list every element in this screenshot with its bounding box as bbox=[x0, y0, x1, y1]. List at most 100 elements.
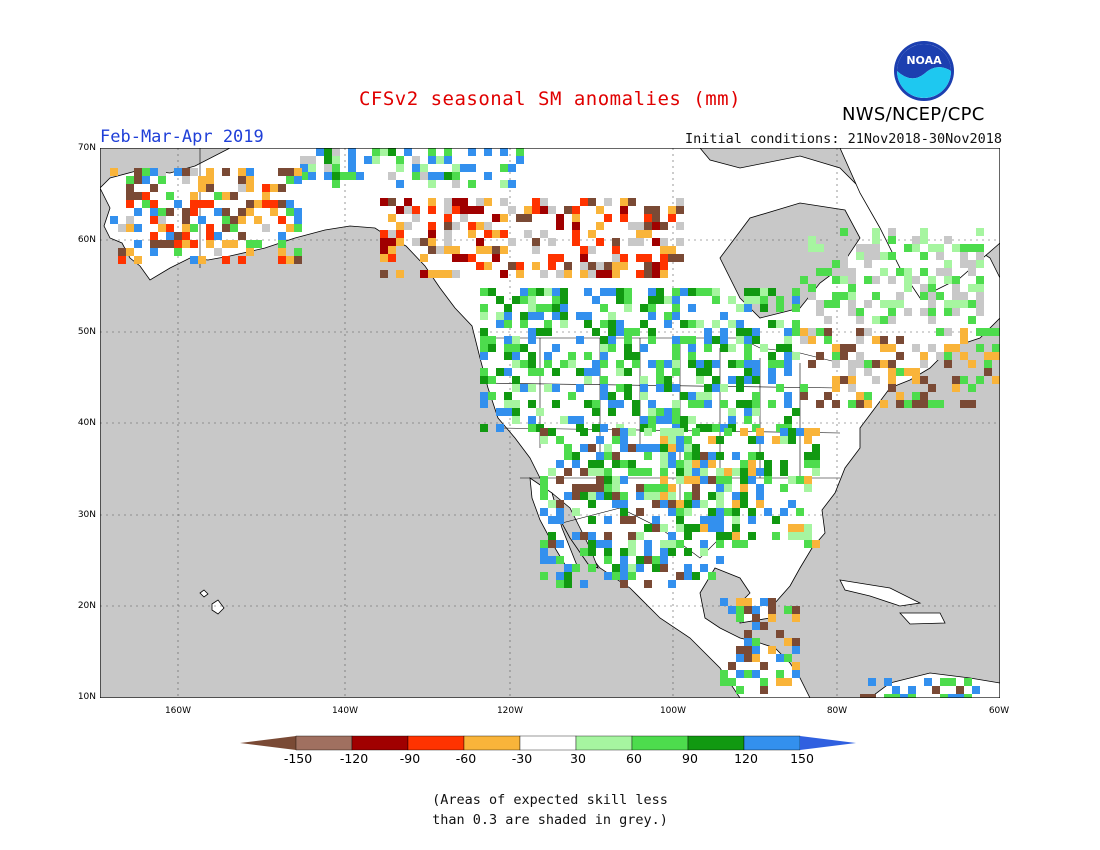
anomaly-cell bbox=[796, 532, 804, 540]
anomaly-cell bbox=[664, 296, 672, 304]
anomaly-cell bbox=[784, 344, 792, 352]
anomaly-cell bbox=[640, 392, 648, 400]
anomaly-cell bbox=[940, 694, 948, 698]
anomaly-cell bbox=[548, 516, 556, 524]
anomaly-cell bbox=[460, 206, 468, 214]
anomaly-cell bbox=[556, 222, 564, 230]
anomaly-cell bbox=[784, 360, 792, 368]
legend-swatch bbox=[575, 735, 633, 751]
anomaly-cell bbox=[728, 344, 736, 352]
legend-swatch bbox=[295, 735, 353, 751]
anomaly-cell bbox=[564, 270, 572, 278]
anomaly-cell bbox=[972, 686, 980, 694]
anomaly-cell bbox=[968, 392, 976, 400]
anomaly-cell bbox=[832, 384, 840, 392]
anomaly-cell bbox=[768, 368, 776, 376]
anomaly-cell bbox=[572, 238, 580, 246]
anomaly-cell bbox=[912, 236, 920, 244]
anomaly-cell bbox=[620, 508, 628, 516]
anomaly-cell bbox=[604, 540, 612, 548]
legend-tick: 150 bbox=[790, 751, 814, 766]
anomaly-cell bbox=[824, 300, 832, 308]
anomaly-cell bbox=[708, 492, 716, 500]
anomaly-cell bbox=[816, 352, 824, 360]
anomaly-cell bbox=[700, 564, 708, 572]
anomaly-cell bbox=[372, 148, 380, 156]
anomaly-cell bbox=[692, 484, 700, 492]
anomaly-cell bbox=[676, 476, 684, 484]
anomaly-cell bbox=[884, 678, 892, 686]
anomaly-cell bbox=[126, 200, 134, 208]
anomaly-cell bbox=[804, 436, 812, 444]
anomaly-cell bbox=[676, 540, 684, 548]
anomaly-cell bbox=[628, 460, 636, 468]
anomaly-cell bbox=[332, 172, 340, 180]
anomaly-cell bbox=[816, 300, 824, 308]
anomaly-cell bbox=[976, 252, 984, 260]
anomaly-cell bbox=[652, 484, 660, 492]
anomaly-cell bbox=[512, 296, 520, 304]
anomaly-cell bbox=[616, 320, 624, 328]
anomaly-cell bbox=[596, 270, 604, 278]
anomaly-cell bbox=[804, 524, 812, 532]
anomaly-cell bbox=[604, 214, 612, 222]
anomaly-cell bbox=[632, 360, 640, 368]
anomaly-cell bbox=[888, 400, 896, 408]
anomaly-cell bbox=[612, 572, 620, 580]
anomaly-cell bbox=[936, 244, 944, 252]
anomaly-cell bbox=[316, 148, 324, 156]
anomaly-cell bbox=[536, 312, 544, 320]
anomaly-cell bbox=[792, 408, 800, 416]
anomaly-cell bbox=[752, 670, 760, 678]
lon-label-80w: 80W bbox=[826, 706, 848, 716]
anomaly-cell bbox=[468, 230, 476, 238]
anomaly-cell bbox=[428, 206, 436, 214]
anomaly-cell bbox=[656, 408, 664, 416]
agency-label: NWS/NCEP/CPC bbox=[842, 104, 985, 125]
anomaly-cell bbox=[552, 304, 560, 312]
anomaly-cell bbox=[944, 360, 952, 368]
forecast-period: Feb-Mar-Apr 2019 bbox=[100, 127, 264, 147]
anomaly-cell bbox=[596, 492, 604, 500]
anomaly-cell bbox=[142, 192, 150, 200]
anomaly-cell bbox=[504, 320, 512, 328]
anomaly-cell bbox=[652, 500, 660, 508]
anomaly-cell bbox=[660, 238, 668, 246]
anomaly-cell bbox=[262, 200, 270, 208]
anomaly-cell bbox=[912, 400, 920, 408]
anomaly-cell bbox=[332, 164, 340, 172]
anomaly-cell bbox=[816, 328, 824, 336]
anomaly-cell bbox=[696, 376, 704, 384]
anomaly-cell bbox=[404, 148, 412, 156]
anomaly-cell bbox=[532, 198, 540, 206]
anomaly-cell bbox=[580, 468, 588, 476]
anomaly-cell bbox=[238, 208, 246, 216]
anomaly-cell bbox=[732, 508, 740, 516]
anomaly-cell bbox=[744, 670, 752, 678]
anomaly-cell bbox=[644, 230, 652, 238]
anomaly-cell bbox=[728, 416, 736, 424]
anomaly-cell bbox=[968, 260, 976, 268]
anomaly-cell bbox=[612, 484, 620, 492]
anomaly-cell bbox=[540, 484, 548, 492]
anomaly-cell bbox=[150, 232, 158, 240]
anomaly-cell bbox=[668, 532, 676, 540]
anomaly-cell bbox=[592, 408, 600, 416]
anomaly-cell bbox=[572, 564, 580, 572]
anomaly-cell bbox=[428, 156, 436, 164]
anomaly-cell bbox=[476, 238, 484, 246]
anomaly-cell bbox=[652, 516, 660, 524]
anomaly-cell bbox=[832, 300, 840, 308]
anomaly-cell bbox=[644, 468, 652, 476]
anomaly-cell bbox=[700, 516, 708, 524]
anomaly-cell bbox=[732, 516, 740, 524]
anomaly-cell bbox=[716, 476, 724, 484]
anomaly-cell bbox=[206, 176, 214, 184]
anomaly-cell bbox=[656, 296, 664, 304]
anomaly-cell bbox=[652, 444, 660, 452]
anomaly-cell bbox=[190, 240, 198, 248]
anomaly-cell bbox=[816, 308, 824, 316]
anomaly-cell bbox=[920, 352, 928, 360]
anomaly-cell bbox=[716, 500, 724, 508]
anomaly-cell bbox=[684, 444, 692, 452]
